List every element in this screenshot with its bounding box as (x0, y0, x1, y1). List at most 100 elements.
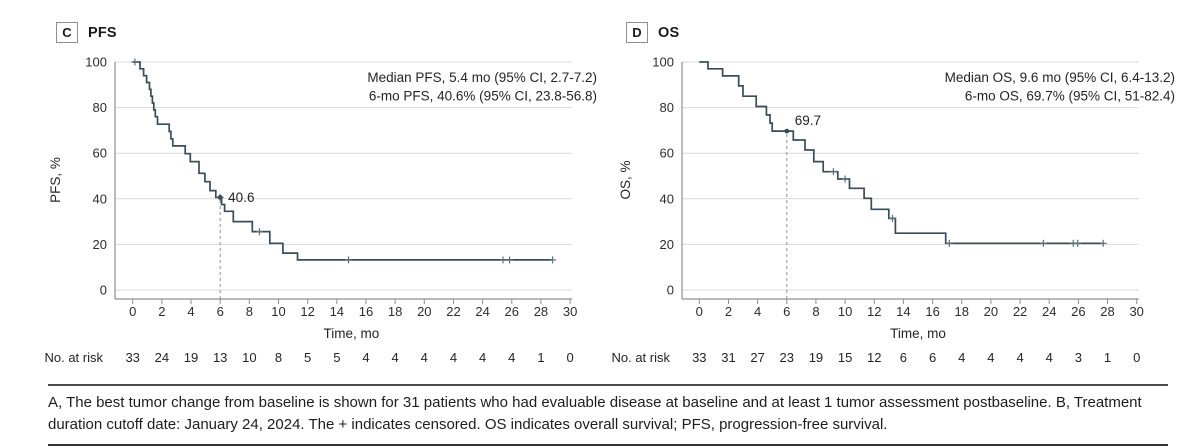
x-tick-label: 24 (1042, 304, 1056, 319)
risk-count: 33 (692, 350, 706, 365)
risk-count: 6 (900, 350, 907, 365)
reference-marker (217, 195, 223, 200)
annotation-6mo: 6-mo PFS, 40.6% (95% CI, 23.8-56.8) (369, 89, 597, 104)
x-tick-label: 28 (1100, 304, 1114, 319)
risk-count: 5 (304, 350, 311, 365)
risk-count: 0 (566, 350, 573, 365)
annotation-median: Median OS, 9.6 mo (95% CI, 6.4-13.2) (945, 70, 1175, 85)
x-tick-label: 26 (1071, 304, 1085, 319)
reference-value-label: 40.6 (228, 190, 254, 205)
x-tick-label: 20 (417, 304, 431, 319)
y-tick-label: 80 (660, 100, 674, 115)
x-tick-label: 18 (388, 304, 402, 319)
risk-count: 4 (1016, 350, 1023, 365)
risk-count: 19 (184, 350, 198, 365)
x-tick-label: 8 (812, 304, 819, 319)
x-tick-label: 22 (446, 304, 460, 319)
y-tick-label: 0 (667, 283, 674, 298)
risk-count: 6 (929, 350, 936, 365)
risk-count: 33 (125, 350, 139, 365)
risk-count: 5 (333, 350, 340, 365)
risk-count: 27 (750, 350, 764, 365)
x-tick-label: 14 (330, 304, 344, 319)
panel-title: PFS (88, 24, 117, 41)
km-curve (132, 61, 553, 261)
x-tick-label: 10 (271, 304, 285, 319)
risk-count: 4 (508, 350, 515, 365)
x-tick-label: 24 (475, 304, 489, 319)
x-tick-label: 4 (187, 304, 194, 319)
risk-count: 4 (362, 350, 369, 365)
y-tick-label: 60 (93, 146, 107, 161)
risk-count: 24 (155, 350, 169, 365)
x-tick-label: 14 (896, 304, 910, 319)
y-tick-label: 0 (100, 283, 107, 298)
risk-count: 15 (838, 350, 852, 365)
panel-pfs: C PFS 0 20 40 60 80 100 0 2 4 6 8 10 12 14 16 18 20 22 24 2… (40, 20, 625, 382)
x-tick-label: 6 (783, 304, 790, 319)
risk-count: 0 (1133, 350, 1140, 365)
risk-count: 12 (867, 350, 881, 365)
x-tick-label: 16 (359, 304, 373, 319)
x-tick-label: 0 (696, 304, 703, 319)
x-tick-label: 6 (217, 304, 224, 319)
km-curve (699, 61, 1104, 245)
x-tick-label: 2 (158, 304, 165, 319)
x-tick-label: 0 (129, 304, 136, 319)
risk-count: 10 (242, 350, 256, 365)
risk-count: 23 (780, 350, 794, 365)
risk-label: No. at risk (611, 350, 670, 365)
risk-label: No. at risk (44, 350, 103, 365)
panel-title: OS (658, 24, 680, 41)
x-tick-label: 22 (1013, 304, 1027, 319)
figure-caption: A, The best tumor change from baseline i… (48, 394, 1142, 433)
y-axis-title: OS, % (618, 160, 633, 199)
x-tick-label: 16 (925, 304, 939, 319)
y-tick-label: 60 (660, 146, 674, 161)
caption-top-rule (48, 384, 1168, 386)
reference-marker (784, 128, 790, 134)
risk-count: 19 (809, 350, 823, 365)
risk-count: 4 (958, 350, 965, 365)
y-tick-label: 20 (660, 237, 674, 252)
x-tick-label: 30 (563, 304, 577, 319)
caption-bottom-rule (48, 444, 1168, 446)
risk-count: 4 (479, 350, 486, 365)
panel-os-header: D OS (626, 22, 679, 43)
reference-value-label: 69.7 (795, 113, 821, 128)
x-tick-label: 30 (1129, 304, 1143, 319)
x-tick-label: 12 (867, 304, 881, 319)
risk-count: 4 (987, 350, 994, 365)
x-axis-title: Time, mo (324, 326, 380, 341)
risk-count: 4 (421, 350, 428, 365)
risk-count: 4 (450, 350, 457, 365)
y-tick-label: 80 (93, 100, 107, 115)
annotation-median: Median PFS, 5.4 mo (95% CI, 2.7-7.2) (367, 70, 597, 85)
y-tick-label: 100 (652, 55, 674, 70)
risk-count: 4 (1046, 350, 1053, 365)
y-tick-label: 40 (93, 191, 107, 206)
panel-pfs-header: C PFS (56, 22, 117, 43)
x-tick-label: 12 (300, 304, 314, 319)
x-tick-label: 2 (725, 304, 732, 319)
y-tick-label: 20 (93, 237, 107, 252)
risk-count: 1 (537, 350, 544, 365)
risk-count: 8 (275, 350, 282, 365)
risk-count: 13 (213, 350, 227, 365)
x-tick-label: 28 (534, 304, 548, 319)
panel-os: D OS 0 20 40 60 80 100 0 2 4 6 8 10 12 14 16 18 20 22 24 26… (610, 20, 1195, 382)
x-tick-label: 26 (505, 304, 519, 319)
risk-count: 3 (1075, 350, 1082, 365)
x-tick-label: 10 (838, 304, 852, 319)
x-tick-label: 8 (246, 304, 253, 319)
x-axis-title: Time, mo (890, 326, 946, 341)
y-axis-title: PFS, % (48, 157, 63, 203)
x-tick-label: 4 (754, 304, 761, 319)
annotation-6mo: 6-mo OS, 69.7% (95% CI, 51-82.4) (965, 89, 1175, 104)
y-tick-label: 100 (85, 55, 107, 70)
x-tick-label: 18 (955, 304, 969, 319)
risk-count: 4 (392, 350, 399, 365)
